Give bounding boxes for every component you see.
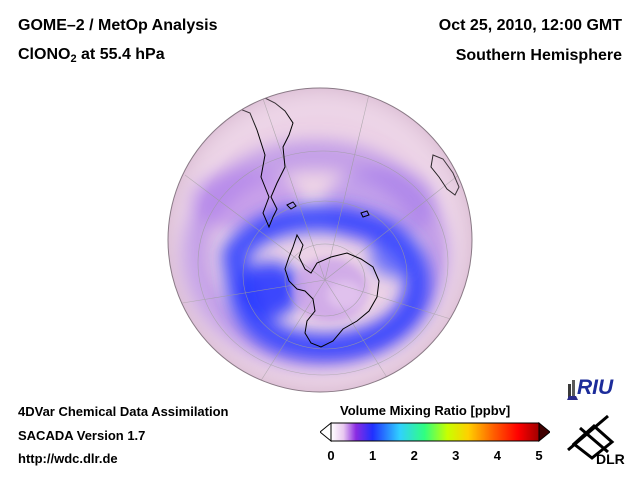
colorbar-tick: 4 (493, 448, 502, 463)
colorbar-gradient (330, 422, 540, 442)
colorbar-tick: 1 (368, 448, 377, 463)
colorbar-title: Volume Mixing Ratio [ppbv] (340, 403, 511, 418)
colorbar (320, 421, 550, 443)
species-subscript: 2 (70, 53, 77, 65)
colorbar-ticks: 0 1 2 3 4 5 (320, 448, 550, 468)
colorbar-tick: 2 (410, 448, 418, 463)
map-datetime: Oct 25, 2010, 12:00 GMT (438, 17, 622, 34)
colorbar-tick: 5 (535, 448, 543, 463)
map-title: GOME–2 / MetOp Analysis (18, 17, 218, 34)
hemisphere-globe (167, 87, 473, 393)
globe-outline (167, 87, 473, 393)
pressure-level: at 55.4 hPa (76, 46, 165, 63)
riu-logo: RIU (567, 376, 614, 400)
dlr-logo-text: DLR (596, 451, 625, 466)
footer-url[interactable]: http://wdc.dlr.de (18, 451, 118, 466)
colorbar-tick: 0 (327, 448, 335, 463)
species-name: ClONO (18, 46, 71, 63)
map-region: Southern Hemisphere (455, 47, 622, 64)
footer-version: SACADA Version 1.7 (18, 428, 146, 443)
colorbar-low-arrow (320, 421, 332, 443)
footer-method: 4DVar Chemical Data Assimilation (18, 404, 229, 419)
map-species-level: ClONO2 at 55.4 hPa (18, 46, 165, 65)
dlr-logo: DLR (567, 414, 625, 466)
colorbar-tick: 3 (452, 448, 460, 463)
riu-logo-text: RIU (577, 376, 614, 399)
colorbar-high-arrow (538, 421, 550, 443)
